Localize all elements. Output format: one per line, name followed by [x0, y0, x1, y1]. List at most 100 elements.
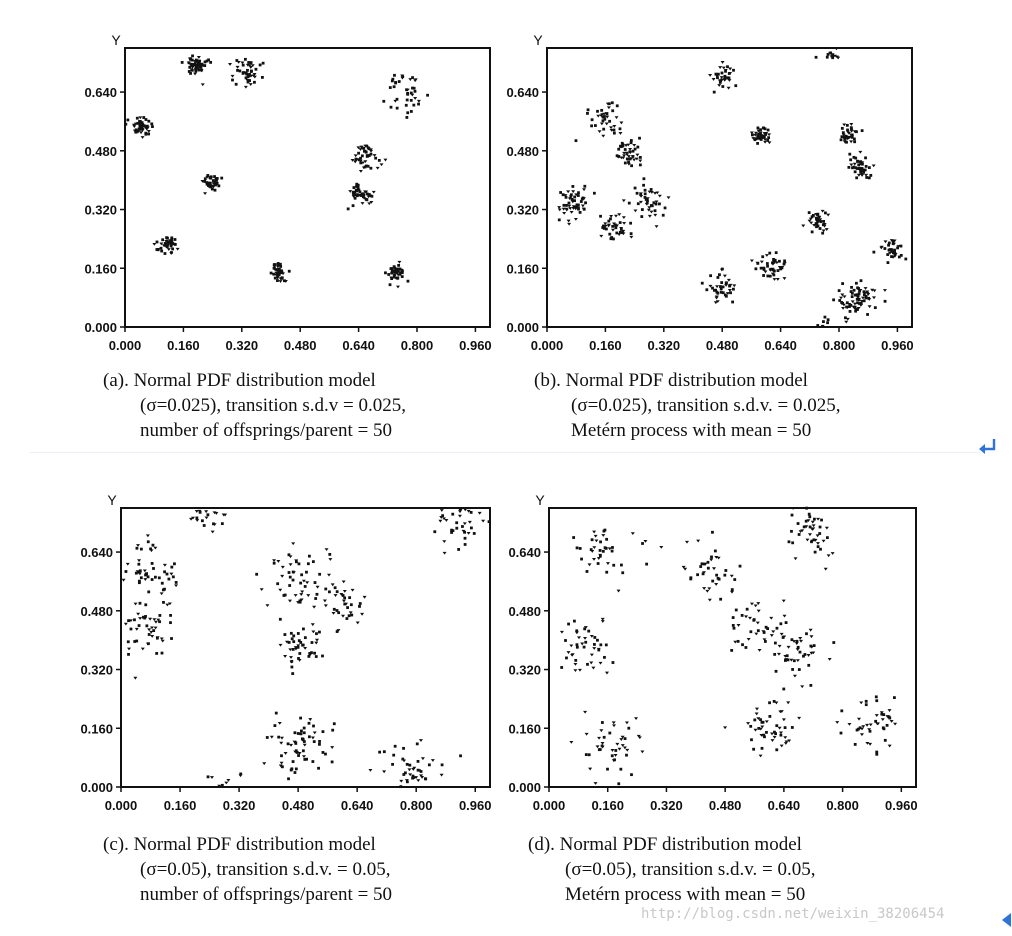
- data-point: [772, 735, 777, 739]
- data-point: [593, 534, 598, 538]
- data-point: [308, 718, 313, 721]
- data-point: [756, 717, 761, 721]
- data-point: [784, 658, 789, 661]
- data-point: [360, 202, 365, 205]
- data-point: [269, 735, 274, 739]
- data-point: [577, 636, 582, 640]
- data-point: [353, 160, 358, 164]
- data-point: [607, 219, 611, 223]
- data-point: [826, 318, 830, 322]
- data-point: [875, 752, 879, 756]
- data-point: [208, 176, 212, 179]
- data-point: [601, 226, 605, 229]
- data-point: [288, 584, 292, 587]
- data-point: [621, 232, 626, 236]
- data-point: [813, 517, 816, 521]
- y-tick-label: 0.640: [80, 545, 113, 560]
- data-point: [790, 638, 794, 642]
- x-tick-label: 0.000: [531, 338, 564, 353]
- data-point: [732, 626, 736, 630]
- data-point: [893, 722, 898, 726]
- data-point: [658, 202, 661, 206]
- data-point: [277, 722, 282, 725]
- data-point: [712, 90, 716, 94]
- data-point: [440, 763, 444, 767]
- data-point: [583, 636, 588, 640]
- data-point: [610, 236, 614, 239]
- data-point: [596, 647, 601, 651]
- data-point: [649, 188, 653, 191]
- data-point: [744, 646, 748, 649]
- data-point: [749, 602, 754, 606]
- data-point: [734, 84, 738, 88]
- data-point: [620, 744, 625, 747]
- data-point: [295, 751, 299, 754]
- data-point: [610, 228, 615, 232]
- data-point: [169, 613, 172, 617]
- data-point: [636, 734, 641, 738]
- data-point: [705, 288, 709, 292]
- data-point: [763, 270, 768, 274]
- data-point: [351, 191, 355, 195]
- data-point: [147, 642, 150, 646]
- data-point: [887, 251, 892, 255]
- data-point: [290, 665, 294, 669]
- data-point: [150, 122, 154, 126]
- data-point: [856, 173, 861, 177]
- data-point: [766, 274, 770, 278]
- data-point: [849, 133, 854, 137]
- data-point: [401, 757, 405, 761]
- data-point: [269, 271, 273, 275]
- data-point: [230, 74, 235, 78]
- data-point: [125, 562, 130, 566]
- data-point: [400, 74, 405, 78]
- data-point: [605, 102, 610, 106]
- data-point: [820, 209, 825, 213]
- data-point: [620, 563, 623, 567]
- data-point: [366, 164, 370, 168]
- data-point: [398, 267, 402, 271]
- data-point: [606, 223, 611, 227]
- data-point: [850, 285, 853, 289]
- data-point: [395, 106, 399, 110]
- data-point: [409, 91, 413, 95]
- data-point: [793, 557, 798, 561]
- data-point: [174, 584, 179, 588]
- data-point: [608, 232, 612, 236]
- y-tick-label: 0.640: [506, 85, 539, 100]
- data-point: [792, 659, 796, 663]
- x-tick-label: 0.800: [826, 798, 859, 813]
- data-point: [774, 251, 778, 255]
- data-point: [324, 587, 328, 591]
- data-point: [392, 85, 396, 89]
- data-point: [604, 671, 609, 675]
- data-point: [567, 201, 571, 205]
- plot-frame: [548, 507, 917, 788]
- data-point: [481, 519, 486, 523]
- data-point: [354, 193, 358, 197]
- data-point: [297, 658, 302, 662]
- data-point: [715, 300, 720, 304]
- data-point: [868, 742, 873, 746]
- data-point: [807, 663, 811, 667]
- data-point: [615, 231, 619, 235]
- data-point: [314, 641, 319, 645]
- data-point: [873, 306, 877, 310]
- y-tick-label: 0.640: [84, 85, 117, 100]
- data-point: [769, 616, 774, 620]
- data-point: [821, 223, 825, 227]
- data-point: [472, 532, 476, 535]
- data-point: [721, 285, 725, 289]
- data-point: [823, 211, 827, 215]
- data-point: [763, 640, 767, 643]
- data-point: [160, 651, 164, 655]
- data-point: [728, 284, 732, 288]
- data-point: [283, 633, 287, 636]
- data-point: [355, 621, 360, 625]
- data-point: [856, 308, 859, 311]
- data-point: [147, 119, 151, 123]
- data-point: [753, 718, 757, 722]
- data-point: [135, 639, 139, 643]
- data-point: [602, 735, 606, 739]
- data-point: [643, 196, 647, 199]
